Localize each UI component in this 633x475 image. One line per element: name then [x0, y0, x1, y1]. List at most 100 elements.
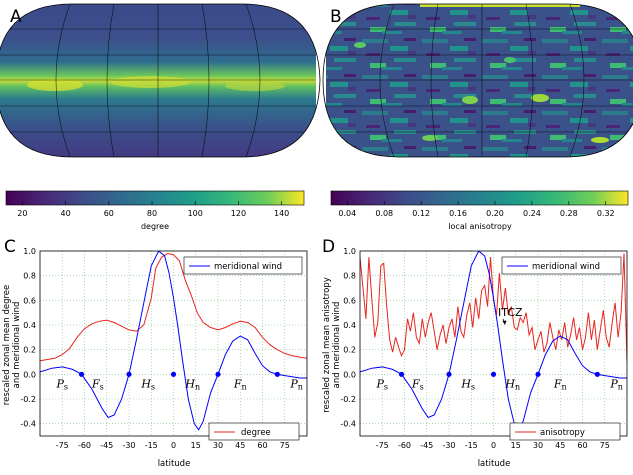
series-degree: [40, 252, 307, 362]
colorbar-a-tick: 80: [147, 209, 157, 218]
plot-ytick: -0.2: [20, 395, 36, 404]
legend-d-anisotropy-label: anisotropy: [540, 428, 585, 438]
plot-d-ylabel-2: and meridional wind: [332, 302, 342, 389]
colorbar-a: 20 40 60 80 100 120 140 degree: [5, 190, 305, 231]
plot-c-ylabel-1: rescaled zonal mean degree: [2, 285, 12, 405]
plot-ytick: 0.0: [343, 370, 356, 379]
colorbar-a-tick: 140: [274, 209, 289, 218]
colorbar-a-tick: 20: [17, 209, 27, 218]
cell-label: Fn: [553, 377, 567, 391]
cell-boundary-point: [446, 371, 452, 377]
plot-ytick: 0.8: [23, 272, 36, 281]
panel-b-map: B: [322, 3, 633, 158]
legend-c-degree-label: degree: [241, 428, 271, 438]
plot-xtick: 0: [491, 441, 496, 450]
cell-label: Fn: [233, 377, 247, 391]
colorbar-b-tick: 0.24: [523, 209, 541, 218]
colorbar-a-label: degree: [141, 222, 169, 231]
cell-boundary-point: [274, 371, 280, 377]
cell-label: Hn: [504, 377, 520, 391]
cell-label: Pn: [609, 377, 623, 391]
colorbar-b-tick: 0.20: [486, 209, 504, 218]
cell-boundary-point: [78, 371, 85, 377]
plot-xtick: -15: [465, 441, 478, 450]
plot-xtick: 30: [213, 441, 223, 450]
plot-c-ylabel-2: and meridional wind: [12, 302, 22, 389]
plot-d-frame: [359, 250, 628, 437]
panel-label-b: B: [330, 7, 342, 27]
colorbar-a-tick: 60: [104, 209, 114, 218]
plot-xtick: 15: [191, 441, 201, 450]
colorbar-b-label: local anisotropy: [448, 222, 512, 231]
panel-label-c: C: [4, 237, 16, 257]
plot-d-ylabel-1: rescaled zonal mean anisotropy: [322, 277, 332, 413]
plot-c-frame: [39, 250, 308, 437]
plot-xtick: -30: [442, 441, 455, 450]
plot-ytick: 1.0: [23, 247, 36, 256]
plot-xtick: 0: [171, 441, 176, 450]
plot-xtick: -60: [78, 441, 91, 450]
plot-ytick: -0.2: [340, 395, 356, 404]
plot-d-xlabel: latitude: [478, 459, 511, 469]
series-meridional-wind: [40, 251, 307, 431]
plot-ytick: 0.2: [343, 346, 356, 355]
colorbar-b-tick: 0.28: [560, 209, 578, 218]
plot-xtick: 15: [511, 441, 521, 450]
colorbar-b-tick: 0.32: [597, 209, 615, 218]
panel-d-plot: D -75 -60 -45 -30 -15 0 15 30 45 60 75 1.0 0.8 0.6 0.4…: [322, 237, 628, 469]
legend-d: meridional wind anisotropy: [501, 256, 622, 441]
plot-xtick: -15: [145, 441, 158, 450]
cell-boundary-point: [215, 371, 221, 377]
colorbar-b-gradient: [330, 190, 629, 206]
legend-c: meridional wind degree: [183, 256, 303, 441]
plot-ytick: 0.4: [23, 321, 36, 330]
colorbar-a-tick: 100: [188, 209, 203, 218]
plot-ytick: 0.2: [23, 346, 36, 355]
plot-ytick: 0.4: [343, 321, 356, 330]
cell-label: Hn: [184, 377, 200, 391]
series-meridional-wind: [360, 251, 627, 431]
legend-d-wind-label: meridional wind: [532, 262, 600, 272]
plot-ytick: 0.6: [343, 296, 356, 305]
colorbar-b-tick: 0.16: [449, 209, 467, 218]
plot-ytick: -0.4: [20, 420, 36, 429]
panel-a-map: A: [0, 3, 321, 158]
cell-boundary-point: [126, 371, 132, 377]
colorbar-a-gradient: [5, 190, 305, 206]
cell-label: Fs: [91, 377, 104, 391]
cell-boundary-point: [535, 371, 541, 377]
plot-xtick: -75: [56, 441, 69, 450]
plot-xtick: -60: [398, 441, 411, 450]
colorbar-b-tick: 0.12: [412, 209, 430, 218]
colorbar-b-tick: 0.04: [338, 209, 356, 218]
plot-xtick: 30: [533, 441, 543, 450]
plot-xtick: -30: [122, 441, 135, 450]
cell-label: Hs: [140, 377, 155, 391]
panel-label-a: A: [10, 7, 22, 27]
plot-xtick: 60: [257, 441, 267, 450]
itcz-annotation: ITCZ: [498, 306, 523, 325]
map-b-field: [326, 4, 633, 157]
plot-ytick: 1.0: [343, 247, 356, 256]
plot-xtick: 45: [235, 441, 245, 450]
cell-boundary-point: [594, 371, 600, 377]
cell-label: Hs: [460, 377, 475, 391]
plot-ytick: 0.0: [23, 370, 36, 379]
map-b-graticule: [326, 4, 633, 157]
plot-ytick: 0.8: [343, 272, 356, 281]
plot-xtick: 60: [577, 441, 587, 450]
plot-xtick: 45: [555, 441, 565, 450]
cell-label: Pn: [289, 377, 303, 391]
cell-label: Fs: [411, 377, 424, 391]
colorbar-b: 0.04 0.08 0.12 0.16 0.20 0.24 0.28 0.32 local a…: [330, 190, 629, 231]
cell-boundary-point: [170, 371, 177, 377]
cell-label: Ps: [55, 377, 68, 391]
plot-xtick: -45: [100, 441, 113, 450]
itcz-label: ITCZ: [498, 306, 523, 319]
colorbar-b-tick: 0.08: [375, 209, 393, 218]
colorbar-a-tick: 40: [61, 209, 71, 218]
legend-c-wind-label: meridional wind: [214, 262, 282, 272]
panel-c-plot: C -75 -60 -45 -30 -15 0 15 30 45 60 75 1.0 0.8 0.6 0.4…: [2, 237, 308, 469]
cell-boundary-point: [398, 371, 405, 377]
